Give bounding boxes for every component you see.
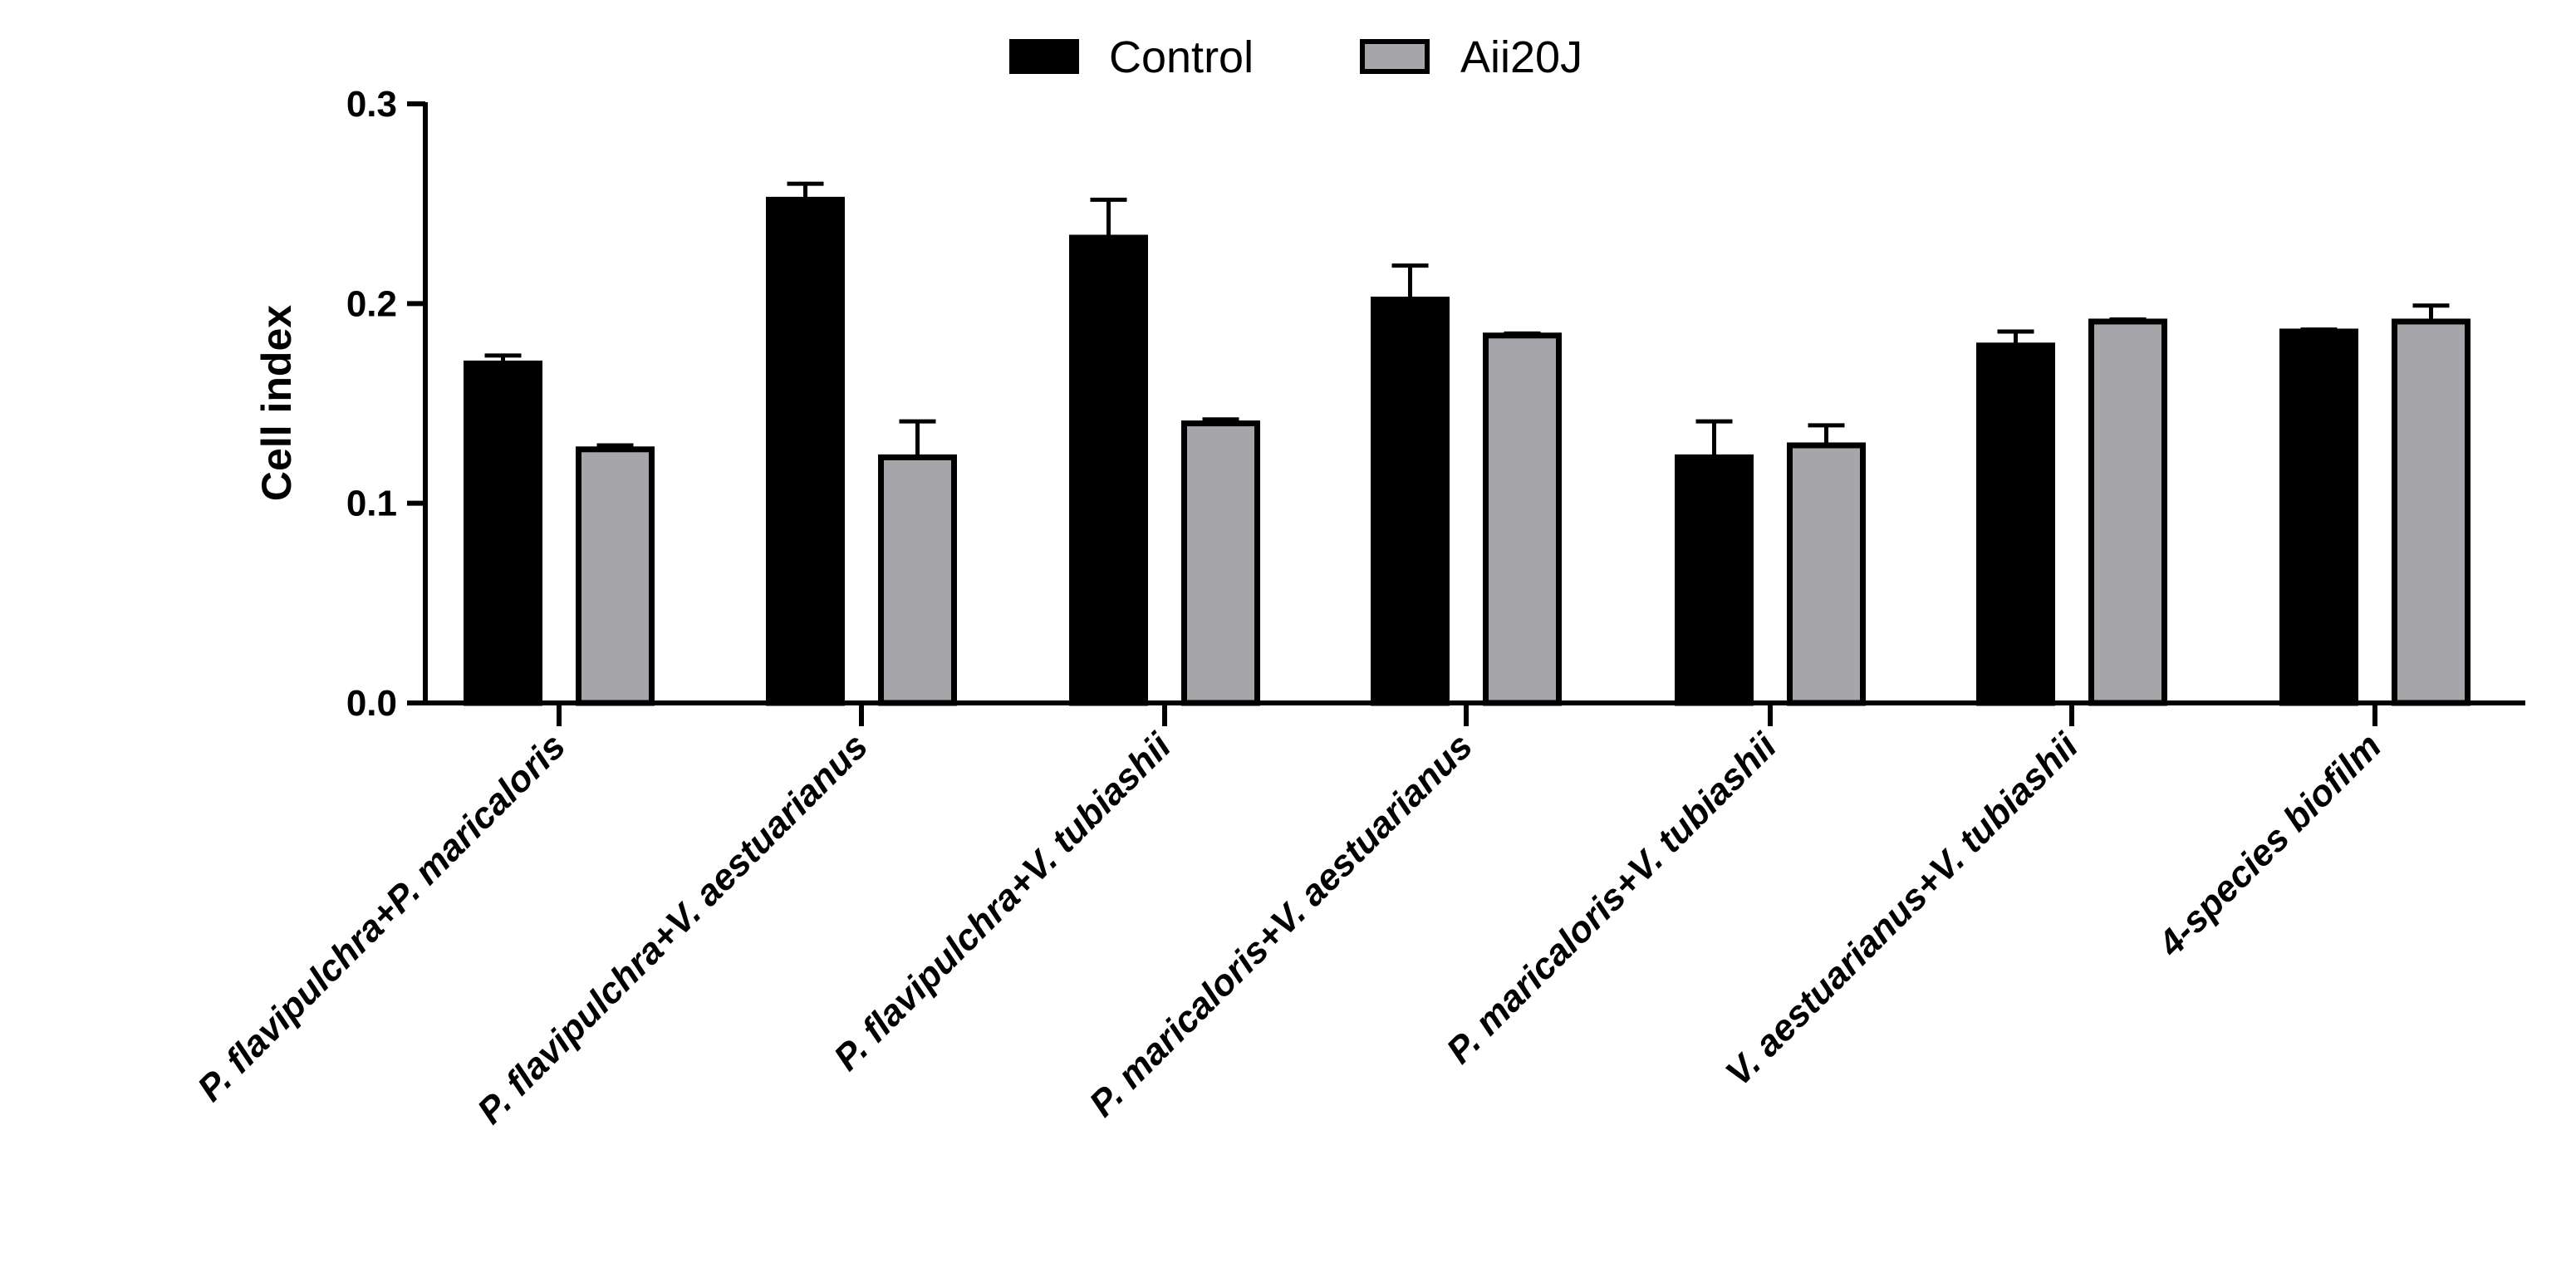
legend-label-control: Control [1109, 32, 1254, 82]
bar-control-7 [2279, 328, 2358, 706]
bar-control-5 [1675, 454, 1754, 706]
legend: Control Aii20J [1009, 32, 1582, 82]
bar-control-1 [464, 360, 542, 706]
y-tick-label-2: 0.2 [346, 283, 397, 324]
bar-control-2 [766, 196, 845, 706]
x-tick-label-5: P. maricaloris+V. tubiashii [1439, 725, 1785, 1072]
x-tick-label-1: P. flavipulchra+P. maricaloris [190, 725, 574, 1109]
bar-control-4 [1371, 297, 1450, 706]
x-tick-label-6: V. aestuarianus+V. tubiashii [1718, 725, 2087, 1094]
bar-aii20j-7 [2392, 318, 2471, 706]
y-tick-label-1: 0.1 [346, 484, 397, 524]
bar-aii20j-5 [1787, 442, 1866, 706]
y-axis-title: Cell index [253, 305, 300, 501]
bar-aii20j-4 [1483, 332, 1562, 706]
legend-swatch-aii20j [1360, 39, 1430, 74]
legend-label-aii20j: Aii20J [1460, 32, 1582, 82]
x-tick-label-7: 4-species biofilm [2150, 725, 2389, 965]
y-tick-label-0: 0.0 [346, 683, 397, 724]
bar-aii20j-3 [1181, 420, 1260, 706]
bar-aii20j-1 [576, 446, 655, 706]
bar-control-3 [1069, 234, 1148, 706]
legend-swatch-control [1009, 39, 1079, 74]
plot-area: 0.0 0.1 0.2 0.3 P. flavipulchra+P. maricalor… [190, 84, 2525, 1132]
y-tick-label-3: 0.3 [346, 84, 397, 125]
bar-aii20j-2 [878, 454, 957, 706]
bar-control-6 [1976, 342, 2055, 706]
bar-aii20j-6 [2088, 318, 2167, 706]
x-tick-label-3: P. flavipulchra+V. tubiashii [826, 725, 1179, 1079]
